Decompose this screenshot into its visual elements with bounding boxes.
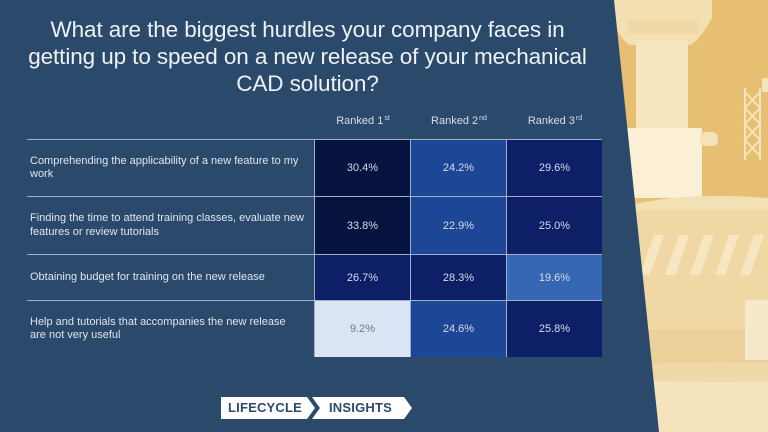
- title-line: CAD solution?: [236, 71, 379, 96]
- value-cell: 24.6%: [410, 301, 506, 357]
- chart-title: What are the biggest hurdles your compan…: [20, 16, 595, 97]
- value-cell: 25.8%: [506, 301, 602, 357]
- value-cell: 19.6%: [506, 255, 602, 300]
- logo-chevron-shapes: [221, 397, 412, 419]
- title-line: What are the biggest hurdles your compan…: [50, 17, 565, 42]
- value-cell: 25.0%: [506, 197, 602, 254]
- column-header-ranked-1st: Ranked 1st: [336, 115, 390, 127]
- value-cell: 29.6%: [506, 140, 602, 196]
- value-cell: 9.2%: [314, 301, 410, 357]
- logo-text-right: INSIGHTS: [329, 400, 392, 415]
- value-cell: 26.7%: [314, 255, 410, 300]
- value-cell: 30.4%: [314, 140, 410, 196]
- value-cell: 24.2%: [410, 140, 506, 196]
- value-cell: 28.3%: [410, 255, 506, 300]
- row-label: Help and tutorials that accompanies the …: [30, 315, 286, 342]
- value-cell: 33.8%: [314, 197, 410, 254]
- title-line: getting up to speed on a new release of …: [28, 44, 587, 69]
- table-row: Finding the time to attend training clas…: [27, 196, 602, 254]
- table-row: Obtaining budget for training on the new…: [27, 254, 602, 300]
- row-label: Obtaining budget for training on the new…: [30, 270, 265, 283]
- column-header-ranked-2nd: Ranked 2nd: [431, 115, 487, 127]
- value-cell: 22.9%: [410, 197, 506, 254]
- row-label: Finding the time to attend training clas…: [30, 212, 304, 238]
- column-header-ranked-3rd: Ranked 3rd: [527, 115, 583, 127]
- logo-text-left: LIFECYCLE: [228, 400, 303, 415]
- row-label: Comprehending the applicability of a new…: [30, 154, 299, 181]
- table-row: Help and tutorials that accompanies the …: [27, 300, 602, 357]
- table-row: Comprehending the applicability of a new…: [27, 139, 602, 196]
- heatmap-table: Comprehending the applicability of a new…: [27, 139, 602, 357]
